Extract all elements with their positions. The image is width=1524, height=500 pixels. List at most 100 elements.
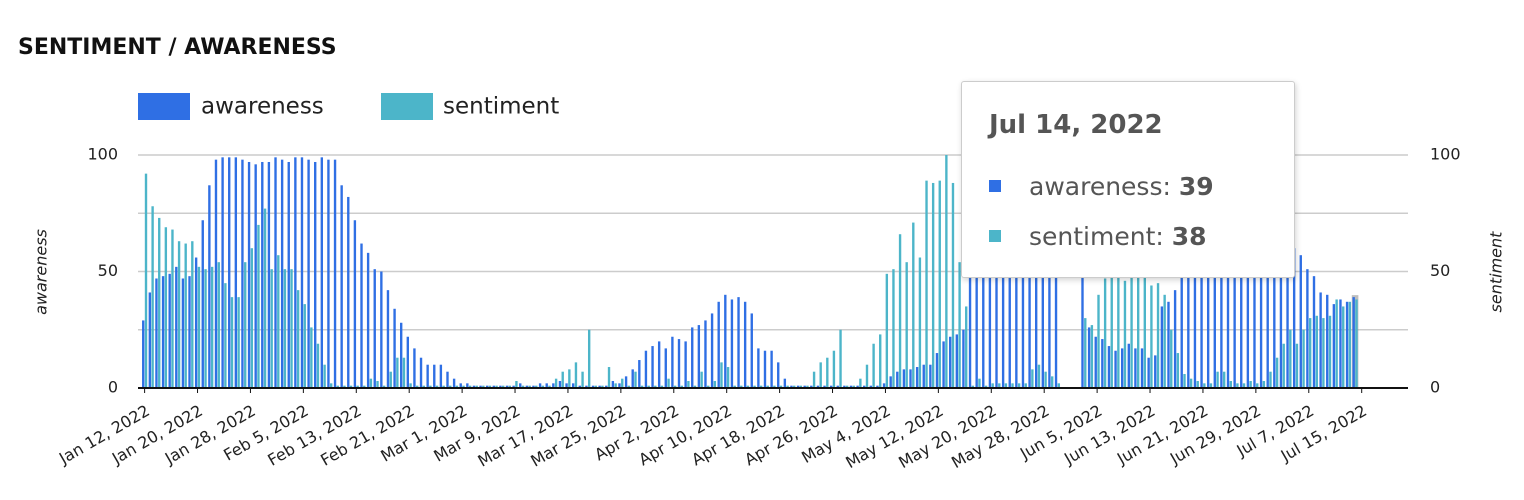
bar <box>307 159 310 388</box>
bar <box>832 350 836 388</box>
bar <box>726 367 730 388</box>
bar <box>753 385 756 388</box>
bar <box>475 385 478 388</box>
bar <box>571 383 575 388</box>
bar <box>257 224 260 388</box>
bar <box>552 383 555 388</box>
bar <box>1189 378 1193 388</box>
bar <box>217 262 220 388</box>
bar <box>1216 371 1219 388</box>
bar <box>373 269 376 388</box>
bar <box>1203 383 1206 388</box>
bar <box>717 301 720 388</box>
bar <box>532 385 535 388</box>
bar <box>938 180 941 388</box>
y-tick-label: 50 <box>98 261 118 280</box>
bar <box>320 157 324 388</box>
bar <box>1345 301 1349 388</box>
bar <box>426 364 429 388</box>
bar <box>184 243 187 388</box>
bar <box>598 385 601 388</box>
bar <box>1302 329 1305 388</box>
bar <box>1147 357 1150 388</box>
bar <box>777 362 780 388</box>
bar <box>323 364 326 388</box>
bar <box>889 376 892 388</box>
bar <box>1107 346 1111 388</box>
legend-label[interactable]: awareness <box>201 94 324 120</box>
bar <box>177 241 181 388</box>
bar <box>416 385 419 388</box>
bar <box>175 266 178 388</box>
bar <box>984 385 988 388</box>
bar <box>294 157 297 388</box>
bar <box>845 385 849 388</box>
bar <box>336 385 340 388</box>
bar <box>614 383 617 388</box>
bar <box>664 348 667 388</box>
bar <box>419 357 423 388</box>
bar <box>201 220 204 388</box>
bar <box>191 241 194 388</box>
bar <box>296 290 300 388</box>
bar <box>1021 220 1025 388</box>
bar <box>1120 348 1124 388</box>
bar <box>1339 299 1342 388</box>
legend-swatch[interactable] <box>381 93 433 120</box>
bar <box>773 385 776 388</box>
bar <box>843 385 846 388</box>
bar <box>277 255 280 388</box>
bar <box>1028 224 1031 388</box>
bar <box>1001 201 1005 388</box>
bar <box>1173 290 1177 388</box>
bar <box>1352 297 1355 388</box>
bar <box>376 381 379 388</box>
legend-label[interactable]: sentiment <box>443 94 559 120</box>
bar <box>488 385 492 388</box>
bar <box>826 357 829 388</box>
bar <box>515 381 518 388</box>
bar <box>366 252 370 388</box>
bar <box>1233 206 1236 388</box>
bar <box>214 159 218 388</box>
bar <box>303 304 306 388</box>
bar <box>459 383 462 388</box>
bar <box>882 383 886 388</box>
bar <box>402 357 406 388</box>
bar <box>627 385 631 388</box>
bar <box>210 266 214 388</box>
bar <box>1123 280 1127 388</box>
bar <box>905 262 908 388</box>
bar <box>790 385 793 388</box>
y-tick-label: 0 <box>108 378 118 397</box>
legend-swatch[interactable] <box>138 93 190 120</box>
bar <box>885 273 889 388</box>
bar <box>766 385 769 388</box>
bar <box>863 385 866 388</box>
bar <box>995 196 998 388</box>
bar <box>406 336 409 388</box>
tooltip: Jul 14, 2022 awareness39 sentiment38 <box>961 81 1295 278</box>
bar <box>333 159 337 388</box>
bar <box>280 159 284 388</box>
bar <box>247 161 251 388</box>
bar <box>1259 213 1263 388</box>
bar <box>859 378 862 388</box>
bar <box>558 381 562 388</box>
bar <box>1328 315 1332 388</box>
bar <box>925 180 928 388</box>
bar <box>433 364 436 388</box>
bar <box>1187 236 1190 388</box>
tooltip-row: awareness39 <box>989 172 1214 201</box>
bar <box>856 385 859 388</box>
bar <box>1240 206 1243 388</box>
bar <box>691 327 694 388</box>
bar <box>1242 383 1246 388</box>
bar <box>1322 318 1325 388</box>
bar <box>1183 374 1186 388</box>
bar <box>697 325 701 388</box>
bar <box>554 378 558 388</box>
bar <box>1213 215 1216 388</box>
bar <box>812 371 816 388</box>
tooltip-row: sentiment38 <box>989 222 1207 251</box>
